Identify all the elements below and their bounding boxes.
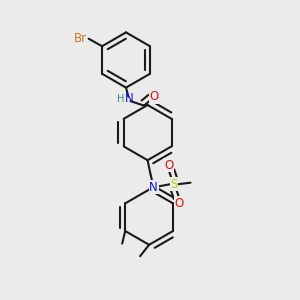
Text: O: O [150, 90, 159, 103]
Text: H: H [117, 94, 124, 104]
Text: N: N [149, 181, 158, 194]
Text: O: O [175, 196, 184, 210]
Text: O: O [164, 159, 173, 172]
Text: N: N [124, 92, 134, 105]
Text: S: S [170, 178, 178, 191]
Text: Br: Br [74, 32, 87, 45]
